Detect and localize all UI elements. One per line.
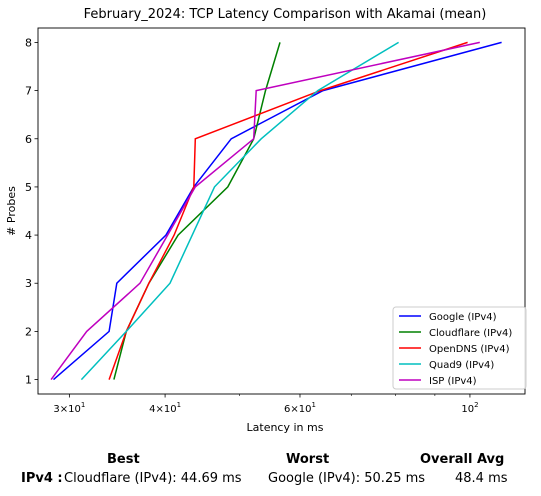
y-axis-label: # Probes [5,186,18,236]
best-header: Best [107,452,140,467]
legend: Google (IPv4) Cloudflare (IPv4) OpenDNS (I… [392,306,527,390]
y-tick-label: 2 [25,325,32,338]
legend-label-isp-ipv4: ISP (IPv4) [429,376,477,387]
series-layer [50,41,502,381]
legend-label-quad9-ipv4: Quad9 (IPv4) [429,360,494,371]
y-tick-label: 5 [25,181,32,194]
plot-area: 1 2 3 4 5 6 7 8 3×101 4×101 6×101 102 [25,27,526,415]
y-tick-label: 3 [25,277,32,290]
y-tick-label: 4 [25,229,32,242]
x-tick-label: 4×101 [149,401,181,415]
y-axis-ticks: 1 2 3 4 5 6 7 8 [25,36,38,387]
worst-header: Worst [286,452,330,467]
worst-value: Google (IPv4): 50.25 ms [268,471,426,486]
x-axis-ticks: 3×101 4×101 6×101 102 [53,394,479,415]
y-tick-label: 6 [25,133,32,146]
chart-title: February_2024: TCP Latency Comparison wi… [84,7,487,22]
series-line-isp-ipv4 [50,41,480,381]
legend-label-cloudflare-ipv4: Cloudflare (IPv4) [429,328,512,339]
series-line-opendns-ipv4 [108,41,468,380]
overall-avg-header: Overall Avg [420,452,505,467]
latency-chart: February_2024: TCP Latency Comparison wi… [5,7,527,434]
x-tick-label: 3×101 [53,401,85,415]
series-line-quad9-ipv4 [80,41,399,381]
y-tick-label: 7 [25,85,32,98]
best-value: Cloudflare (IPv4): 44.69 ms [64,471,242,486]
x-tick-label: 102 [461,401,478,415]
y-tick-label: 8 [25,36,32,49]
x-axis-label: Latency in ms [247,421,324,434]
legend-box [392,306,527,390]
legend-label-google-ipv4: Google (IPv4) [429,312,497,323]
ipv4-row-label: IPv4 : [21,471,63,486]
legend-label-opendns-ipv4: OpenDNS (IPv4) [429,344,510,355]
x-tick-label: 6×101 [284,401,316,415]
overall-avg-value: 48.4 ms [455,471,508,486]
y-tick-label: 1 [25,374,32,387]
